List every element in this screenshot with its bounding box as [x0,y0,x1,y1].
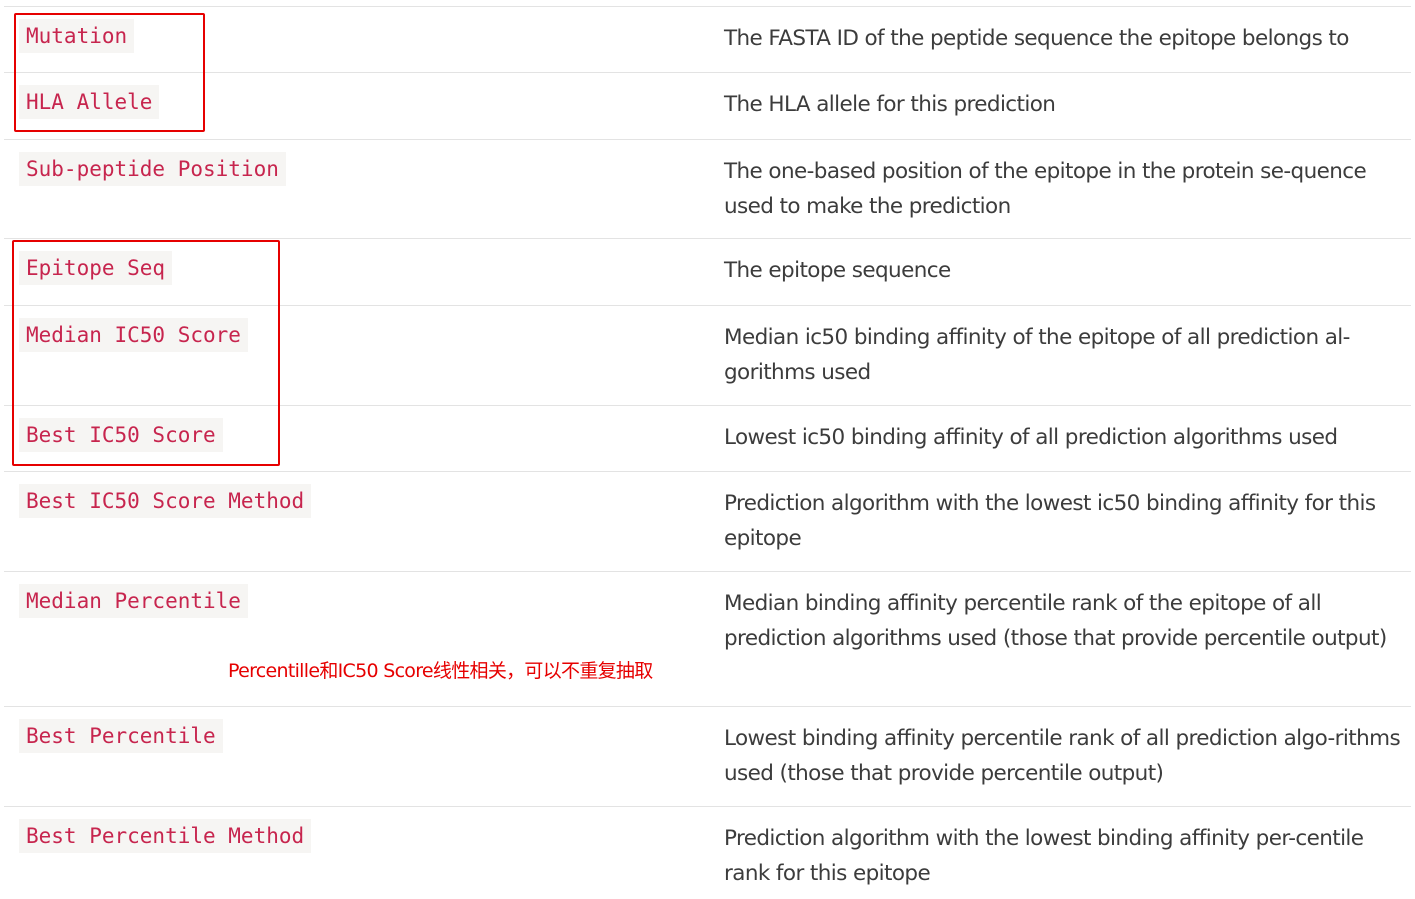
field-name-best-percentile: Best Percentile [19,719,223,753]
field-name-median-percentile: Median Percentile [19,584,248,618]
field-name-best-percentile-method: Best Percentile Method [19,819,312,853]
annotation-note: Percentille和IC50 Score线性相关，可以不重复抽取 [228,660,653,682]
field-name-epitope-seq: Epitope Seq [19,251,173,285]
field-description-median-ic50-score: Median ic50 binding affinity of the epit… [724,325,1350,385]
field-description-hla-allele: The HLA allele for this prediction [724,92,1056,117]
field-description-mutation: The FASTA ID of the peptide sequence the… [724,26,1349,51]
field-name-median-ic50-score: Median IC50 Score [19,318,248,352]
field-description-median-percentile: Median binding affinity percentile rank … [724,591,1387,651]
table-row-median-ic50-score: Median IC50 Score Median ic50 binding af… [4,306,1411,406]
field-name-best-ic50-score: Best IC50 Score [19,418,223,452]
field-description-best-percentile-method: Prediction algorithm with the lowest bin… [724,826,1364,886]
table-row-epitope-seq: Epitope Seq The epitope sequence [4,239,1411,306]
field-description-best-ic50-score: Lowest ic50 binding affinity of all pred… [724,425,1338,450]
highlight-box-epitope-ic50 [12,240,280,466]
field-description-table: Mutation The FASTA ID of the peptide seq… [4,6,1411,899]
field-description-best-ic50-score-method: Prediction algorithm with the lowest ic5… [724,491,1376,551]
table-row-mutation: Mutation The FASTA ID of the peptide seq… [4,7,1411,73]
field-description-best-percentile: Lowest binding affinity percentile rank … [724,726,1401,786]
table-row-sub-peptide-position: Sub-peptide Position The one-based posit… [4,140,1411,239]
field-name-hla-allele: HLA Allele [19,85,160,119]
field-name-mutation: Mutation [19,19,135,53]
table-row-best-percentile: Best Percentile Lowest binding affinity … [4,707,1411,807]
highlight-box-mutation-hla [14,13,205,132]
field-description-sub-peptide-position: The one-based position of the epitope in… [724,159,1367,219]
table-row-median-percentile: Median Percentile Median binding affinit… [4,572,1411,707]
table-row-best-ic50-score-method: Best IC50 Score Method Prediction algori… [4,472,1411,572]
field-description-epitope-seq: The epitope sequence [724,258,951,283]
field-name-sub-peptide-position: Sub-peptide Position [19,152,286,186]
field-name-best-ic50-score-method: Best IC50 Score Method [19,484,312,518]
table-row-hla-allele: HLA Allele The HLA allele for this predi… [4,73,1411,140]
table-row-best-ic50-score: Best IC50 Score Lowest ic50 binding affi… [4,406,1411,472]
table-row-best-percentile-method: Best Percentile Method Prediction algori… [4,807,1411,899]
